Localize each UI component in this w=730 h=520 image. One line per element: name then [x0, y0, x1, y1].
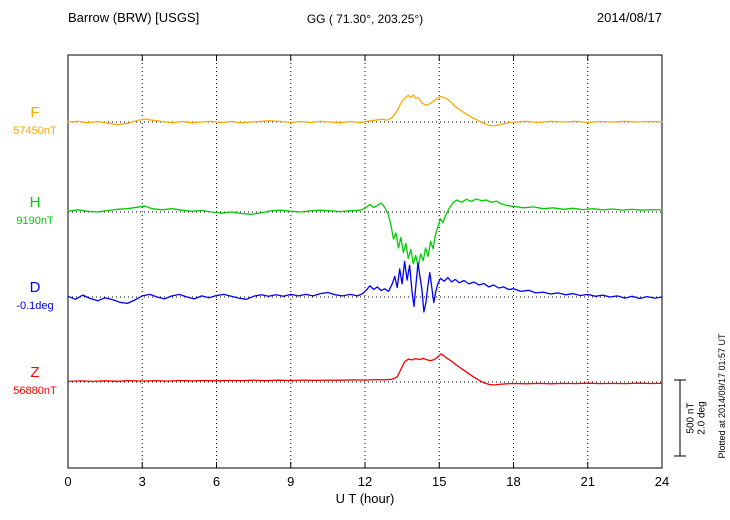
channel-label-d: D: [29, 279, 41, 296]
x-tick-label: 21: [581, 474, 595, 489]
plotted-at-note: Plotted at 2014/09/17 01:57 UT: [717, 333, 727, 459]
geo-coordinates: GG ( 71.30°, 203.25°): [306, 12, 424, 26]
channel-label-z: Z: [30, 364, 40, 381]
x-tick-label: 18: [506, 474, 520, 489]
station-title: Barrow (BRW) [USGS]: [68, 10, 200, 25]
trace-d: [67, 260, 663, 313]
plot-date: 2014/08/17: [596, 10, 662, 25]
x-tick-label: 3: [139, 474, 146, 489]
x-tick-label: 6: [213, 474, 220, 489]
x-axis-label: U T (hour): [335, 491, 395, 506]
plot-frame: [67, 54, 663, 469]
trace-h: [67, 198, 663, 268]
scale-label-nt: 500 nT: [685, 402, 697, 434]
channel-baseline-d: -0.1deg: [16, 300, 54, 312]
x-tick-label: 15: [432, 474, 446, 489]
trace-f: [67, 94, 663, 127]
x-tick-label: 12: [358, 474, 372, 489]
trace-z: [67, 353, 663, 386]
scale-label-deg: 2.0 deg: [696, 401, 708, 435]
channel-baseline-h: 9190nT: [16, 215, 54, 227]
channel-label-h: H: [29, 194, 41, 211]
channel-baseline-z: 56880nT: [13, 385, 57, 397]
x-tick-label: 24: [655, 474, 669, 489]
x-tick-label: 0: [64, 474, 71, 489]
channel-baseline-f: 57450nT: [13, 125, 57, 137]
x-tick-label: 9: [287, 474, 294, 489]
channel-label-f: F: [30, 104, 40, 121]
